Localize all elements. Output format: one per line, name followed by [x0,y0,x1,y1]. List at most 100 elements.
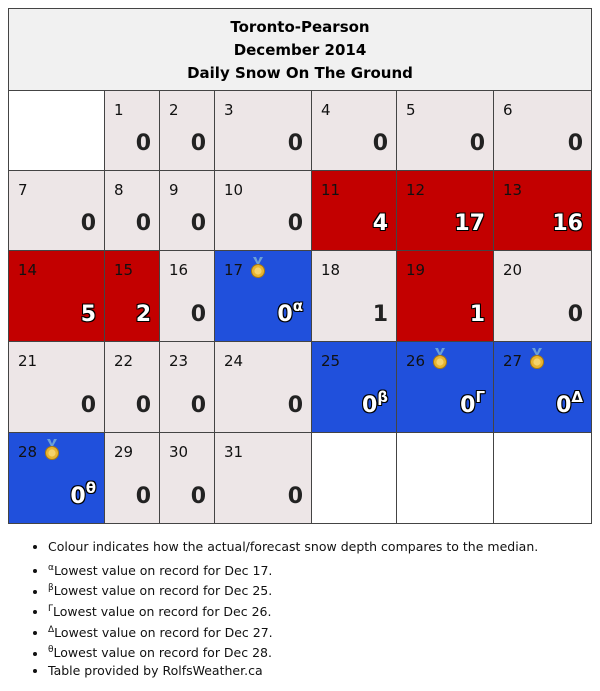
footnote-marker: β [48,583,54,594]
empty-day-cell [9,91,105,171]
snow-depth-value: 1 [373,302,388,327]
snow-depth-number: 0 [135,211,151,236]
month-label: December 2014 [233,41,367,59]
calendar-subtitle: Daily Snow On The Ground [187,64,413,82]
day-cell: 10 0 [215,171,312,251]
snow-depth-number: 0 [190,484,206,509]
snow-depth-number: 0 [287,393,303,418]
snow-depth-number: 0 [277,302,293,327]
footnote-marker: α [48,562,54,573]
snow-depth-number: 16 [552,211,583,236]
snow-depth-number: 0 [190,211,206,236]
day-cell: 30 0 [160,433,215,523]
footnote-marker: Δ [48,624,55,635]
day-number: 22 [114,352,134,370]
footnote-item: αLowest value on record for Dec 17. [48,558,600,579]
day-number: 1 [114,101,124,119]
snow-depth-value: 0 [568,302,583,327]
day-cell: 11 4 [312,171,397,251]
day-cell: 26 0Γ [397,342,494,433]
snow-depth-value: 0Δ [556,389,583,418]
snow-depth-value: 0 [136,484,151,509]
snow-depth-number: 0 [190,393,206,418]
footnotes-list: Colour indicates how the actual/forecast… [28,537,600,682]
day-number: 19 [406,261,426,279]
snow-depth-number: 0 [361,393,378,418]
snow-depth-value: 0 [191,484,206,509]
record-footnote-marker: Δ [571,387,583,406]
day-number: 28 [18,443,38,461]
day-cell: 31 0 [215,433,312,523]
day-cell: 21 0 [9,342,105,433]
snow-depth-value: 0 [191,393,206,418]
snow-depth-value: 0 [81,393,96,418]
snow-depth-value: 0 [288,131,303,156]
medal-icon [45,439,59,460]
snow-depth-value: 0 [288,484,303,509]
footnote-text: Lowest value on record for Dec 28. [53,645,272,661]
snow-depth-value: 0 [136,393,151,418]
snow-depth-number: 0 [556,393,572,418]
day-number: 23 [169,352,189,370]
day-number: 3 [224,101,234,119]
record-footnote-marker: α [292,296,303,315]
day-number: 4 [321,101,331,119]
snow-depth-number: 0 [469,131,485,156]
day-number: 10 [224,181,244,199]
snow-depth-value: 0 [288,393,303,418]
day-number: 29 [114,443,134,461]
snow-depth-value: 0Γ [460,389,485,418]
snow-depth-number: 17 [454,211,485,236]
snow-depth-value: 0 [81,211,96,236]
snow-depth-value: 0 [373,131,388,156]
record-footnote-marker: θ [85,478,96,497]
footnote-text: Colour indicates how the actual/forecast… [48,539,539,554]
day-number: 27 [503,352,523,370]
footnote-text: Lowest value on record for Dec 17. [53,562,273,578]
snow-depth-number: 0 [372,131,388,156]
day-number: 6 [503,101,513,119]
day-cell: 15 2 [105,251,160,342]
snow-depth-number: 5 [80,302,96,327]
day-number: 11 [321,181,341,199]
day-number: 8 [114,181,124,199]
day-number: 24 [224,352,244,370]
snow-depth-value: 0θ [70,480,96,509]
day-number: 20 [503,261,523,279]
snow-depth-number: 1 [372,302,388,327]
empty-day-cell [312,433,397,523]
day-number: 14 [18,261,38,279]
snow-depth-number: 2 [135,302,151,327]
day-cell: 20 0 [494,251,591,342]
snow-depth-value: 0 [136,211,151,236]
snow-depth-value: 0 [191,131,206,156]
snow-depth-value: 0 [191,302,206,327]
footnote-item: Table provided by RolfsWeather.ca [48,661,600,682]
day-number: 16 [169,261,189,279]
footnote-text: Lowest value on record for Dec 25. [53,583,273,599]
day-cell: 17 0α [215,251,312,342]
day-number: 18 [321,261,341,279]
snow-depth-value: 0 [288,211,303,236]
day-number: 21 [18,352,38,370]
day-cell: 14 5 [9,251,105,342]
snow-depth-value: 17 [454,211,485,236]
day-cell: 16 0 [160,251,215,342]
day-number: 5 [406,101,416,119]
empty-day-cell [494,433,591,523]
day-cell: 23 0 [160,342,215,433]
empty-day-cell [397,433,494,523]
footnote-item: Colour indicates how the actual/forecast… [48,537,600,558]
snow-depth-value: 0 [191,211,206,236]
calendar-header: Toronto-Pearson December 2014 Daily Snow… [9,9,591,91]
day-cell: 24 0 [215,342,312,433]
snow-calendar: Toronto-Pearson December 2014 Daily Snow… [8,8,592,524]
day-cell: 29 0 [105,433,160,523]
